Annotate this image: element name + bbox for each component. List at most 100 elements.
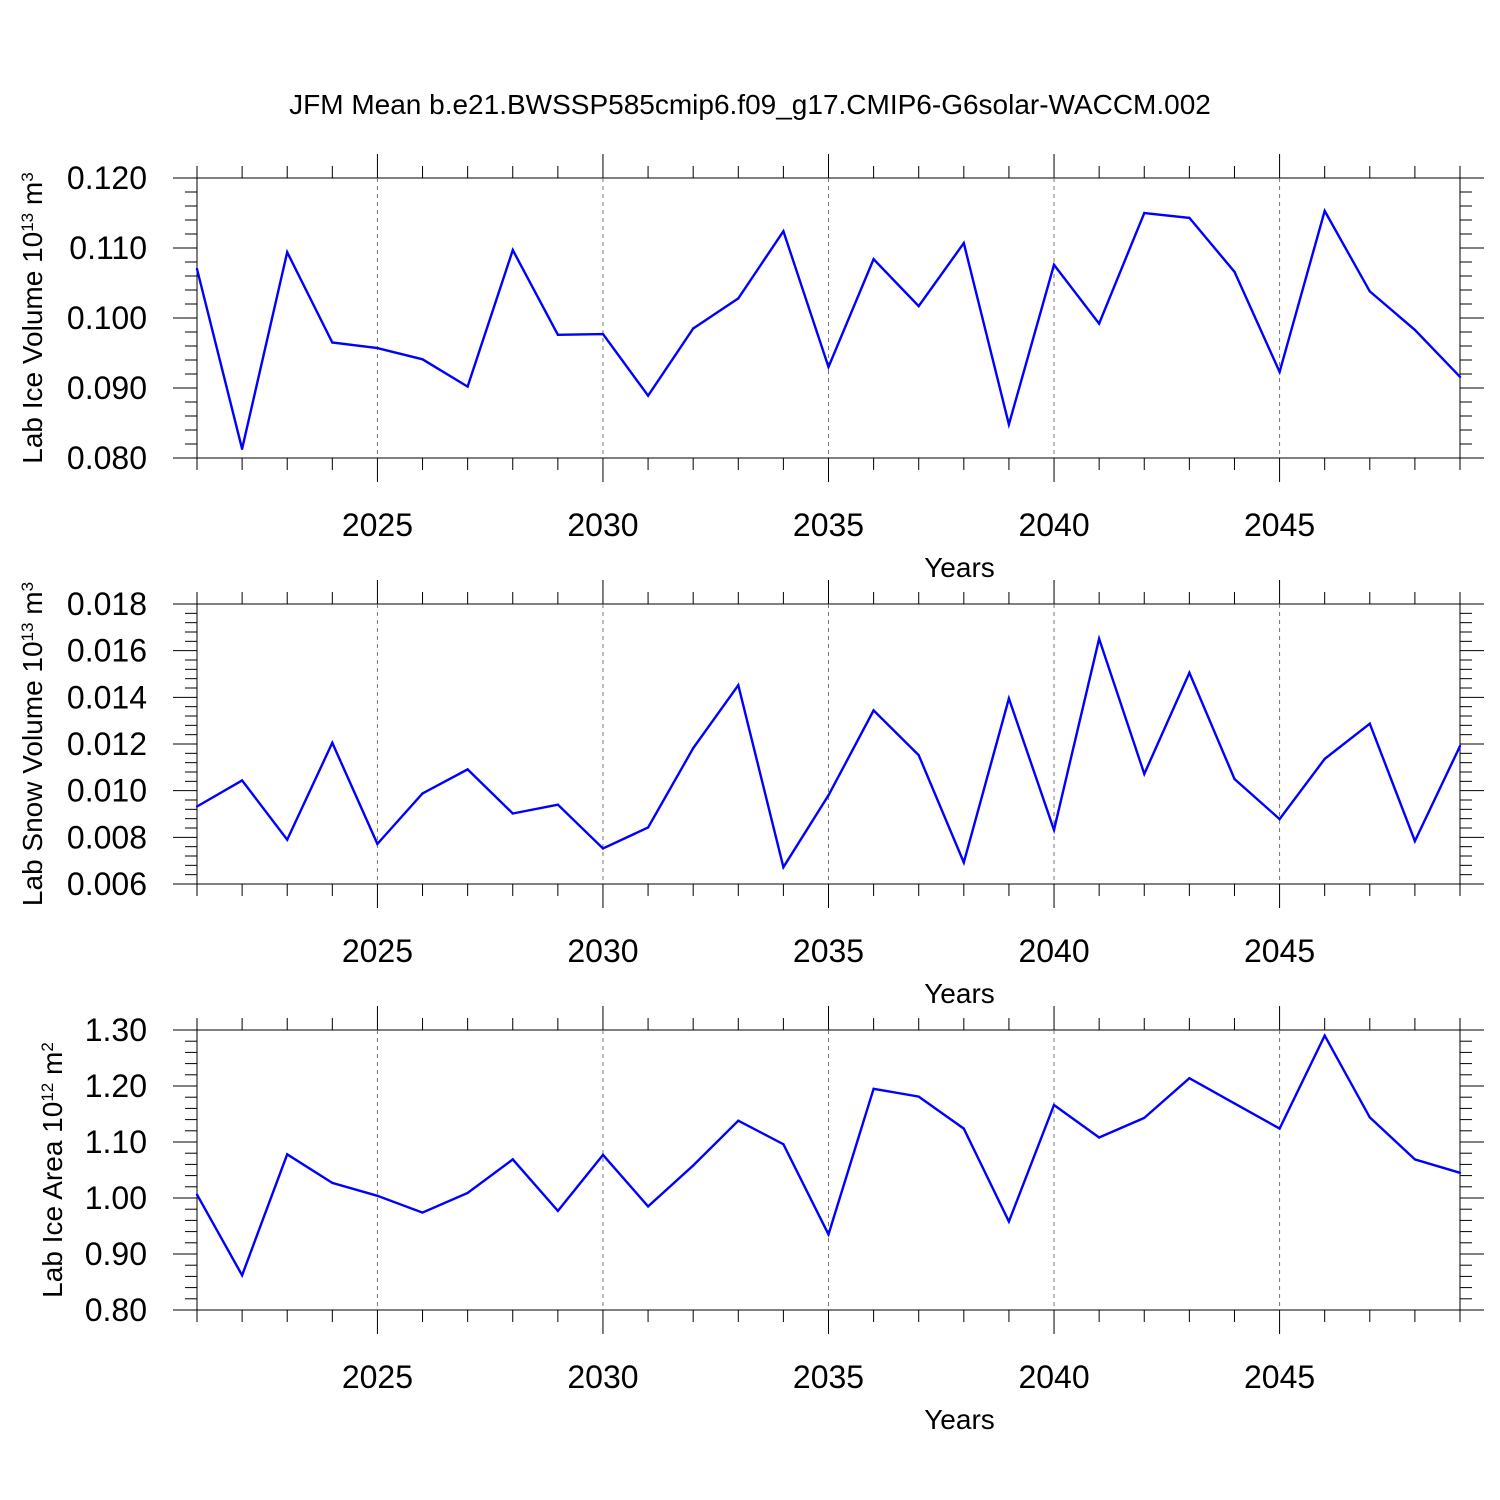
data-point [1368,1116,1371,1119]
data-point [1007,697,1011,700]
data-point [872,258,875,261]
chart-title: JFM Mean b.e21.BWSSP585cmip6.f09_g17.CMI… [289,89,1211,120]
y-axis-label-superscript: 12 [38,1083,57,1102]
data-point [466,385,469,388]
y-tick-label: 0.008 [67,819,147,855]
data-point [511,248,514,252]
data-point [1143,772,1146,776]
data-point [737,1119,740,1122]
y-tick-label: 0.080 [67,440,147,476]
data-point [1007,423,1011,426]
x-tick-label: 2030 [567,933,638,969]
data-point [421,1211,424,1214]
data-point [195,1193,199,1196]
x-tick-label: 2025 [342,933,413,969]
data-point [917,1095,920,1098]
data-point [1097,1136,1101,1139]
x-tick-label: 2035 [793,1359,864,1395]
x-tick-label: 2035 [793,507,864,543]
y-axis-label-part: Lab Ice Area 10 [37,1102,68,1298]
x-tick-label: 2040 [1018,1359,1089,1395]
x-tick-label: 2025 [342,1359,413,1395]
data-point [1097,637,1101,640]
data-point [646,1205,650,1208]
y-axis-label-part: Lab Snow Volume 10 [17,641,48,906]
y-tick-label: 0.018 [67,586,147,622]
data-point [1458,1171,1462,1175]
y-axis-label-part: Lab Ice Volume 10 [17,232,48,464]
data-point [1368,290,1371,293]
y-axis-label-superscript: 13 [18,623,37,642]
y-axis-label-superscript: 3 [18,582,37,591]
y-axis-label-part: m [17,182,48,213]
data-point [195,267,199,271]
data-point [691,747,695,750]
y-tick-label: 0.90 [85,1236,147,1272]
data-point [737,297,740,300]
panel-2: 2025 2030 2035 2040 2045 0.006 0.008 0.010 0.012… [17,580,1484,1009]
y-tick-label: 0.010 [67,773,147,809]
x-tick-label: 2025 [342,507,413,543]
data-point [421,358,424,361]
y-tick-label: 0.100 [67,300,147,336]
data-point [1278,1127,1281,1130]
data-point [286,251,289,254]
y-axis-label: Lab Snow Volume 1013 m3 [17,582,48,906]
data-point [601,332,605,336]
y-tick-label: 1.20 [85,1068,147,1104]
data-point [782,866,785,869]
data-point [962,1127,966,1130]
x-tick-label: 2040 [1018,507,1089,543]
y-tick-label: 0.090 [67,370,147,406]
data-point [691,1164,695,1167]
x-axis-label: Years [924,552,995,583]
x-tick-label: 2045 [1244,507,1315,543]
y-axis-label-superscript: 13 [18,213,37,232]
y-axis-label: Lab Ice Area 1012 m2 [37,1042,68,1298]
y-tick-label: 1.10 [85,1124,147,1160]
data-point [646,394,650,397]
data-point [1413,1158,1417,1161]
data-point [782,230,785,233]
data-point [1458,744,1462,748]
data-point [1413,328,1417,332]
data-point [962,861,966,864]
data-point [872,1087,875,1091]
data-point [962,241,966,245]
y-axis-label-superscript: 2 [38,1042,57,1051]
data-point [240,779,244,782]
data-point [1323,757,1326,761]
data-point [782,1143,785,1146]
data-point [1323,1034,1326,1037]
data-point [556,333,560,336]
y-tick-label: 0.120 [67,160,147,196]
y-tick-label: 0.014 [67,679,147,715]
data-point [421,792,424,795]
data-point [601,847,605,850]
x-tick-label: 2045 [1244,1359,1315,1395]
data-point [1233,777,1236,781]
data-point [195,805,199,808]
data-point [286,838,289,841]
data-point [331,341,334,344]
data-point [511,812,514,815]
data-point [917,304,920,308]
data-point [1458,375,1462,378]
data-point [376,842,379,846]
data-point [646,826,650,829]
data-point [331,1181,334,1185]
series-points [195,209,1462,451]
data-point [1007,1220,1011,1223]
panels: 2025 2030 2035 2040 2045 0.080 0.090 0.100 0.110… [17,154,1484,1435]
data-point [466,1191,469,1195]
y-axis-label: Lab Ice Volume 1013 m3 [17,172,48,463]
y-tick-label: 1.00 [85,1180,147,1216]
y-tick-label: 0.006 [67,866,147,902]
data-point [691,327,695,330]
data-point [1278,370,1281,374]
data-point [1052,263,1056,266]
data-point [827,365,830,369]
data-point [1052,1103,1056,1107]
data-point [556,1209,560,1213]
